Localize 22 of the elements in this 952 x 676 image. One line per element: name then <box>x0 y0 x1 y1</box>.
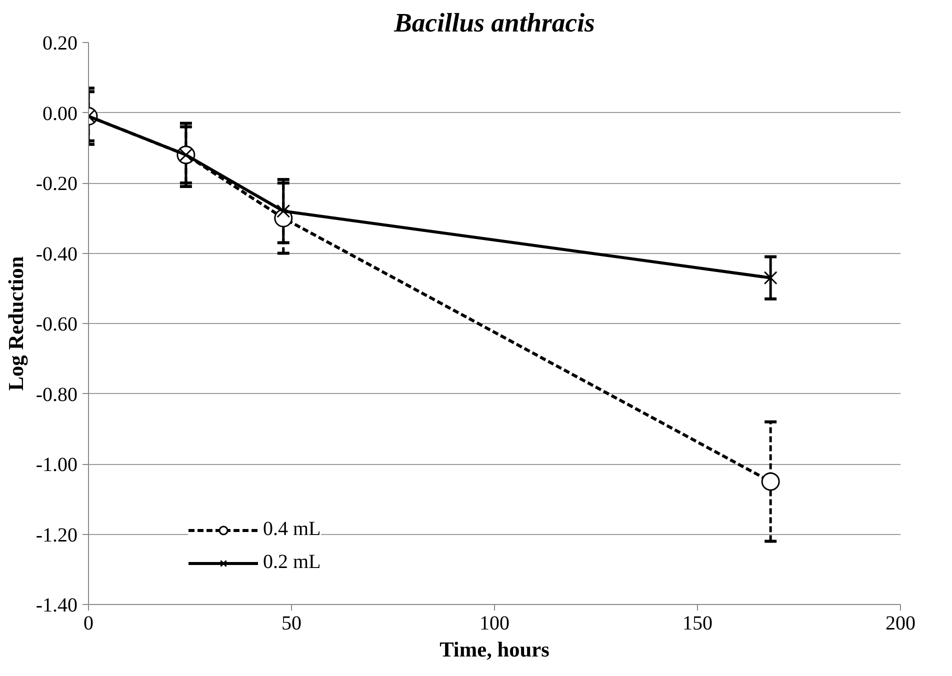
point <box>764 271 778 285</box>
legend-label: 0.2 mL <box>263 551 321 574</box>
y-tick-label: -0.60 <box>36 314 78 336</box>
legend-label: 0.4 mL <box>263 518 321 541</box>
y-tick-label: -1.00 <box>36 454 78 476</box>
y-tick-label: -0.40 <box>36 243 78 266</box>
x-tick-label: 200 <box>886 612 916 634</box>
y-tick-label: -1.20 <box>36 524 78 546</box>
x-tick-label: 150 <box>682 612 712 634</box>
x-tick-label: 0 <box>84 612 94 634</box>
y-tick-label: 0.00 <box>42 102 78 125</box>
x-tick-label: 50 <box>282 612 302 634</box>
y-axis-title: Log Reduction <box>4 256 28 391</box>
chart-title: Bacillus anthracis <box>393 8 595 38</box>
x-axis-title: Time, hours <box>440 638 550 662</box>
point <box>276 204 290 218</box>
y-tick-label: -0.80 <box>36 384 78 406</box>
y-tick-label: 0.20 <box>42 32 78 54</box>
point <box>761 472 780 491</box>
x-tick-label: 100 <box>480 612 510 634</box>
y-tick-label: -1.40 <box>36 594 78 616</box>
y-tick-label: -0.20 <box>36 173 78 195</box>
